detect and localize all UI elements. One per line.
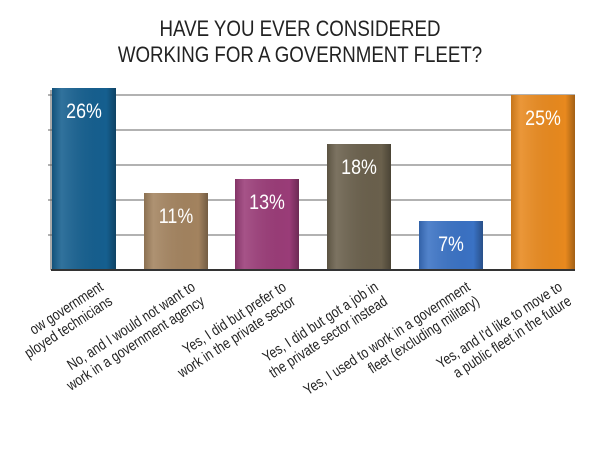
title-line-1: HAVE YOU EVER CONSIDERED [159, 16, 441, 41]
data-label: 18% [341, 156, 377, 180]
data-label: 25% [525, 107, 561, 131]
title-line-2: WORKING FOR A GOVERNMENT FLEET? [117, 42, 483, 67]
data-label: 7% [438, 233, 464, 257]
chart-title: HAVE YOU EVER CONSIDERED WORKING FOR A G… [45, 16, 555, 68]
data-label: 11% [159, 205, 193, 229]
data-label: 26% [66, 100, 102, 124]
bar-shading [511, 95, 575, 270]
bar-shading [144, 193, 208, 270]
bar-shading [235, 179, 299, 270]
data-label: 13% [249, 191, 285, 215]
bar-shading [52, 88, 116, 270]
bar-shading [419, 221, 483, 270]
bar-shading [327, 144, 391, 270]
